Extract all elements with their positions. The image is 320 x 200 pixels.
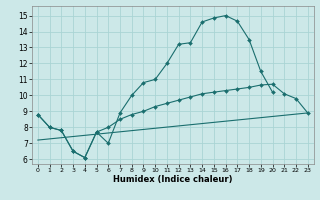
X-axis label: Humidex (Indice chaleur): Humidex (Indice chaleur) <box>113 175 233 184</box>
